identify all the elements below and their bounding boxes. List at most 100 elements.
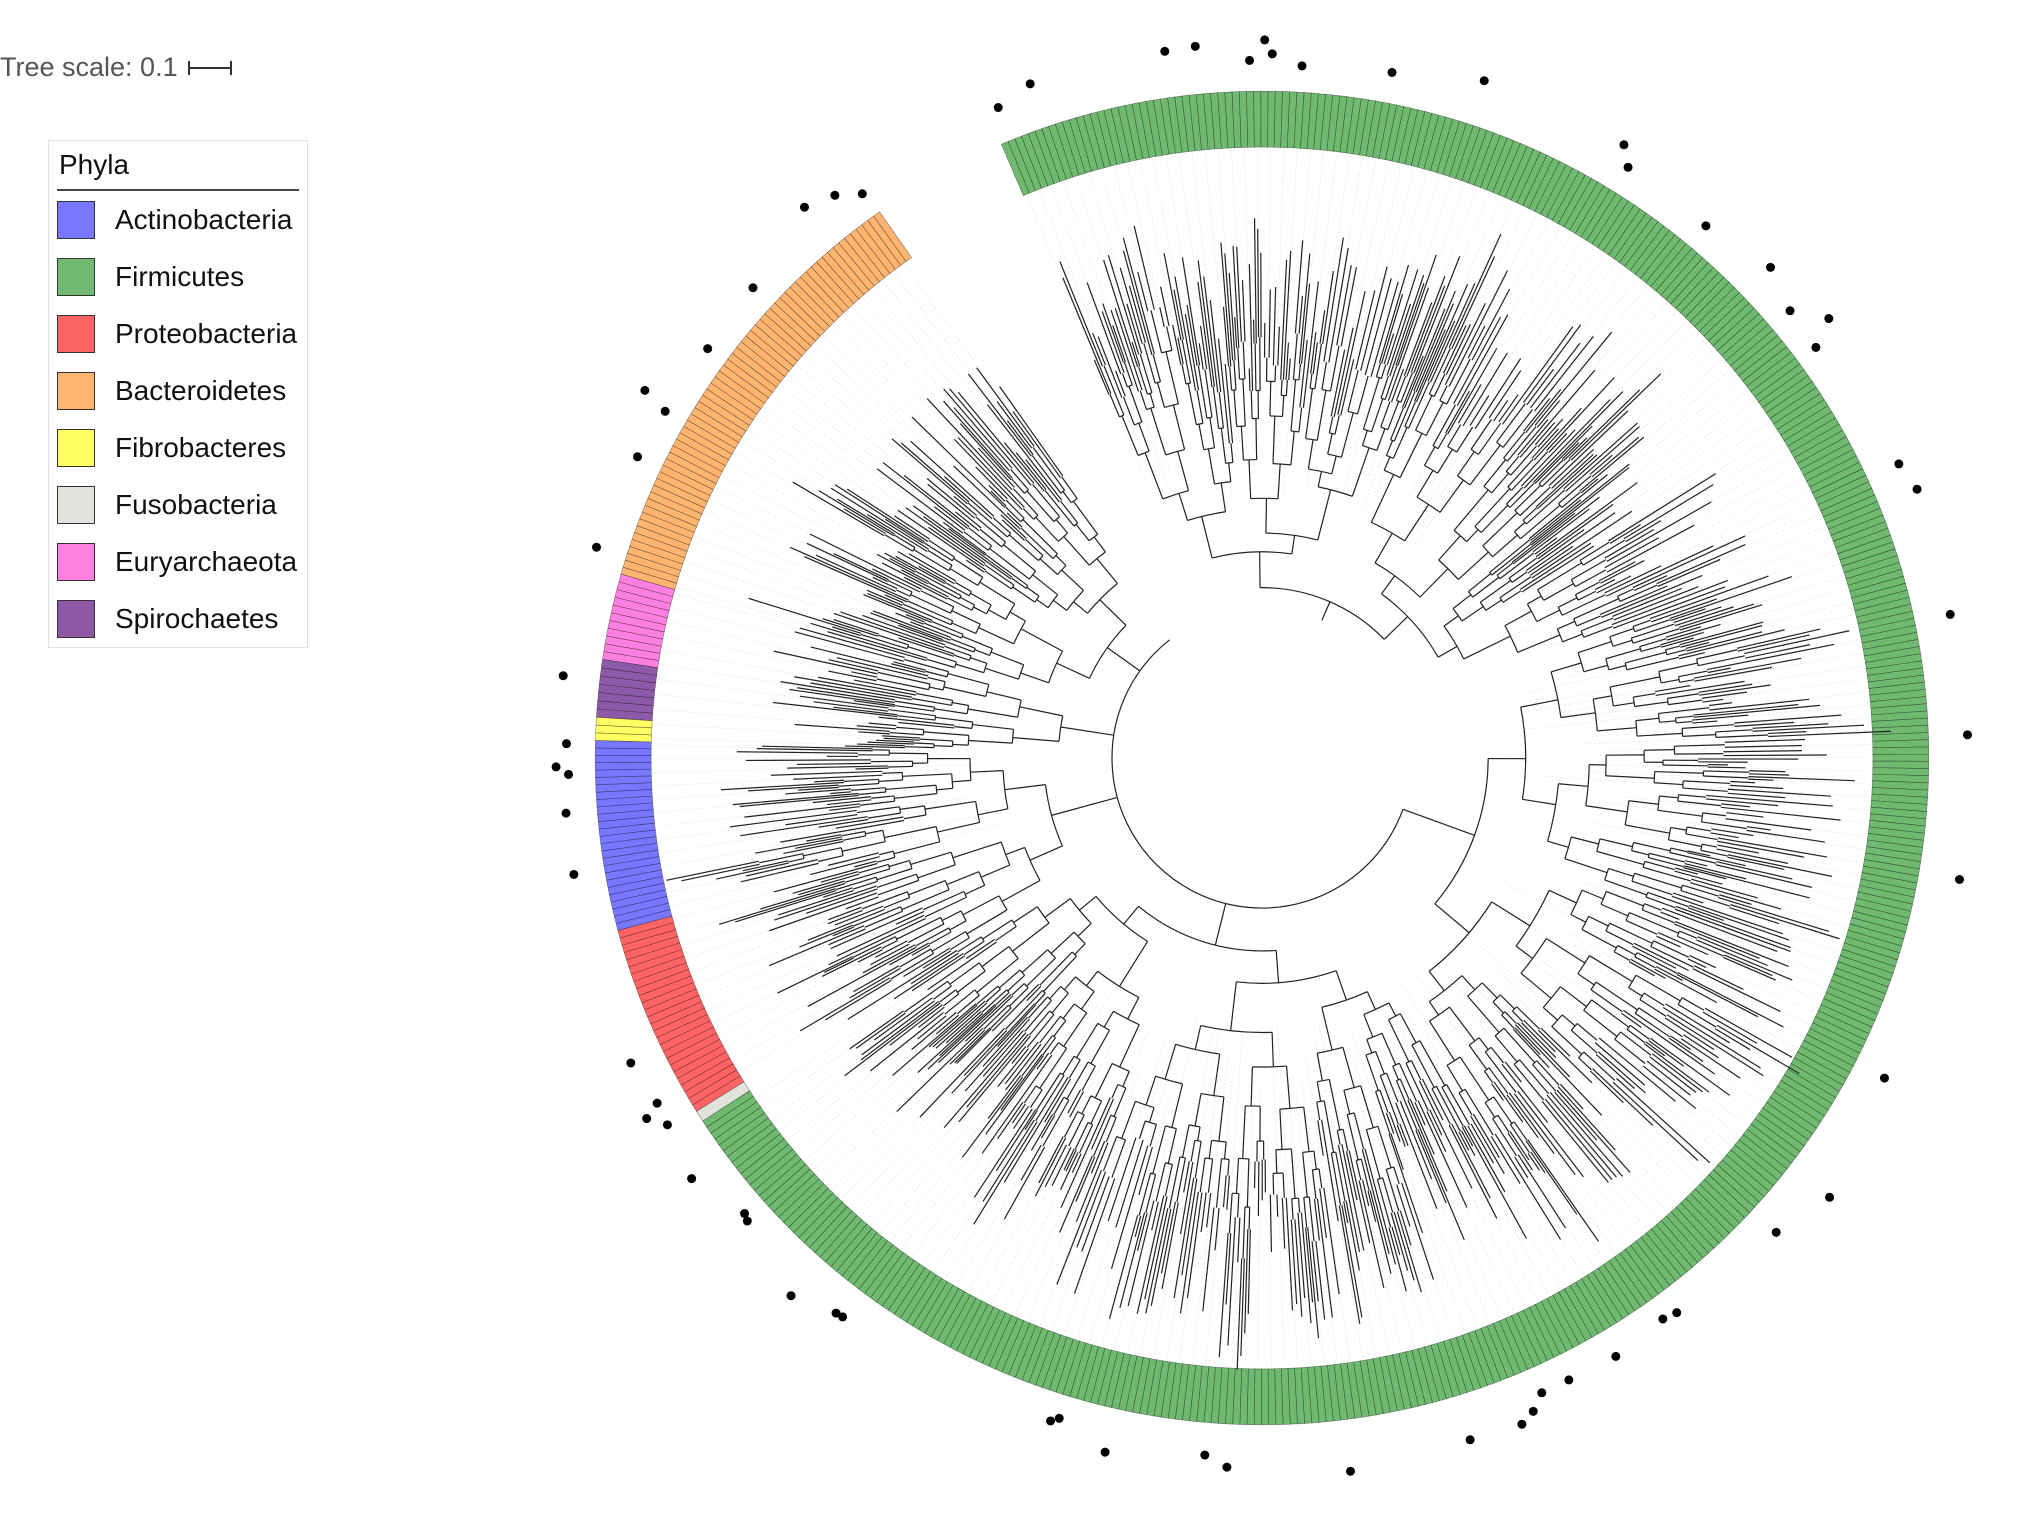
internal-branch bbox=[1632, 628, 1680, 644]
ring-cell-firmicutes bbox=[1872, 746, 1930, 755]
ring-cell-actinobacteria bbox=[615, 909, 673, 931]
tip-branch bbox=[953, 465, 1021, 530]
tip-branch bbox=[1163, 253, 1182, 341]
internal-branch bbox=[1138, 423, 1150, 452]
tip-branch bbox=[755, 836, 842, 854]
internal-branch bbox=[1596, 850, 1645, 866]
internal-branch bbox=[1715, 729, 1753, 733]
tip-branch bbox=[1059, 261, 1104, 367]
internal-branch bbox=[1680, 890, 1731, 907]
tip-branch bbox=[810, 856, 880, 876]
internal-branch bbox=[1005, 499, 1025, 519]
leaf-guide bbox=[1015, 1087, 1117, 1315]
internal-branch bbox=[1399, 433, 1423, 478]
internal-arc bbox=[1053, 516, 1061, 522]
internal-branch bbox=[1392, 427, 1408, 459]
ring-cell-actinobacteria bbox=[612, 896, 669, 917]
ring-cell-firmicutes bbox=[1871, 725, 1929, 735]
internal-branch bbox=[1228, 462, 1232, 482]
internal-branch bbox=[1093, 536, 1106, 553]
internal-arc bbox=[1376, 376, 1382, 379]
internal-branch bbox=[1280, 379, 1283, 396]
internal-arc bbox=[1111, 1062, 1130, 1072]
leaf-guide bbox=[1664, 792, 1869, 811]
internal-branch bbox=[968, 527, 992, 547]
tip-branch bbox=[1723, 956, 1776, 981]
ring-cell-bacteroidetes bbox=[659, 464, 714, 497]
internal-arc bbox=[1366, 1032, 1383, 1040]
leaf-guide bbox=[710, 499, 900, 589]
internal-branch bbox=[1400, 372, 1414, 403]
main-branch bbox=[1321, 601, 1331, 621]
internal-branch bbox=[928, 539, 955, 558]
internal-arc bbox=[1347, 1112, 1355, 1116]
tip-branch bbox=[1660, 637, 1694, 648]
internal-branch bbox=[876, 856, 896, 863]
internal-branch bbox=[1628, 987, 1643, 997]
internal-branch bbox=[1456, 426, 1474, 453]
internal-branch bbox=[1582, 539, 1626, 566]
tip-branch bbox=[981, 1054, 1053, 1154]
tip-branch bbox=[1222, 306, 1230, 367]
internal-arc bbox=[1645, 892, 1649, 898]
tip-branch bbox=[1662, 1006, 1761, 1069]
ring-cell-actinobacteria bbox=[595, 768, 652, 778]
ring-cell-firmicutes bbox=[1333, 95, 1348, 153]
tip-branch bbox=[1512, 496, 1600, 565]
internal-branch bbox=[889, 731, 924, 736]
tip-branch bbox=[1427, 320, 1456, 382]
leaf-guide bbox=[1564, 930, 1792, 1060]
internal-arc bbox=[1203, 447, 1215, 451]
ring-cell-bacteroidetes bbox=[698, 394, 750, 432]
internal-branch bbox=[1446, 1065, 1463, 1092]
tip-branch bbox=[1690, 882, 1782, 910]
internal-branch bbox=[1511, 1010, 1524, 1022]
ring-cell-actinobacteria bbox=[613, 902, 671, 924]
marker-dot bbox=[558, 671, 568, 681]
internal-branch bbox=[1099, 599, 1127, 626]
tip-branch bbox=[1768, 731, 1807, 735]
internal-branch bbox=[1240, 426, 1245, 461]
tip-branch bbox=[926, 398, 1013, 491]
tip-branch bbox=[1529, 342, 1581, 409]
leaf-guide bbox=[1475, 411, 1763, 611]
ring-cell-firmicutes bbox=[1552, 1291, 1587, 1345]
internal-arc bbox=[935, 826, 941, 842]
tip-branch bbox=[1285, 342, 1290, 380]
internal-branch bbox=[1631, 850, 1649, 856]
internal-branch bbox=[1447, 424, 1462, 447]
ring-cell-bacteroidetes bbox=[784, 286, 830, 332]
legend-swatch bbox=[57, 543, 95, 581]
internal-arc bbox=[1279, 1106, 1304, 1110]
marker-dot bbox=[1766, 262, 1776, 272]
ring-cell-firmicutes bbox=[1139, 1358, 1157, 1416]
internal-branch bbox=[1578, 1057, 1592, 1071]
tip-branch bbox=[1708, 702, 1733, 707]
tip-branch bbox=[735, 889, 837, 923]
ring-cell-firmicutes bbox=[1830, 514, 1886, 542]
internal-arc bbox=[1162, 489, 1189, 500]
leaf-guide bbox=[654, 724, 947, 741]
internal-arc bbox=[1252, 1065, 1287, 1068]
tip-branch bbox=[1527, 512, 1616, 574]
internal-branch bbox=[933, 985, 952, 1000]
ring-cell-firmicutes bbox=[1300, 92, 1312, 150]
ring-cell-firmicutes bbox=[1694, 1183, 1741, 1229]
legend-item-actinobacteria: Actinobacteria bbox=[57, 199, 292, 241]
internal-branch bbox=[1053, 599, 1068, 611]
tip-branch bbox=[1307, 1227, 1320, 1339]
tip-branch bbox=[1463, 1125, 1527, 1239]
internal-arc bbox=[1116, 1135, 1126, 1141]
internal-arc bbox=[1470, 448, 1479, 455]
leaf-guide bbox=[716, 487, 945, 601]
internal-branch bbox=[1365, 1054, 1379, 1091]
tip-branch bbox=[1361, 1179, 1370, 1206]
tip-branch bbox=[1403, 302, 1433, 376]
tip-branch bbox=[1523, 398, 1551, 432]
tip-branch bbox=[799, 627, 905, 659]
internal-branch bbox=[1453, 489, 1489, 531]
tip-branch bbox=[747, 784, 839, 792]
leaf-guide bbox=[1027, 1031, 1149, 1321]
marker-dot bbox=[626, 1058, 636, 1068]
internal-arc bbox=[1677, 676, 1681, 683]
